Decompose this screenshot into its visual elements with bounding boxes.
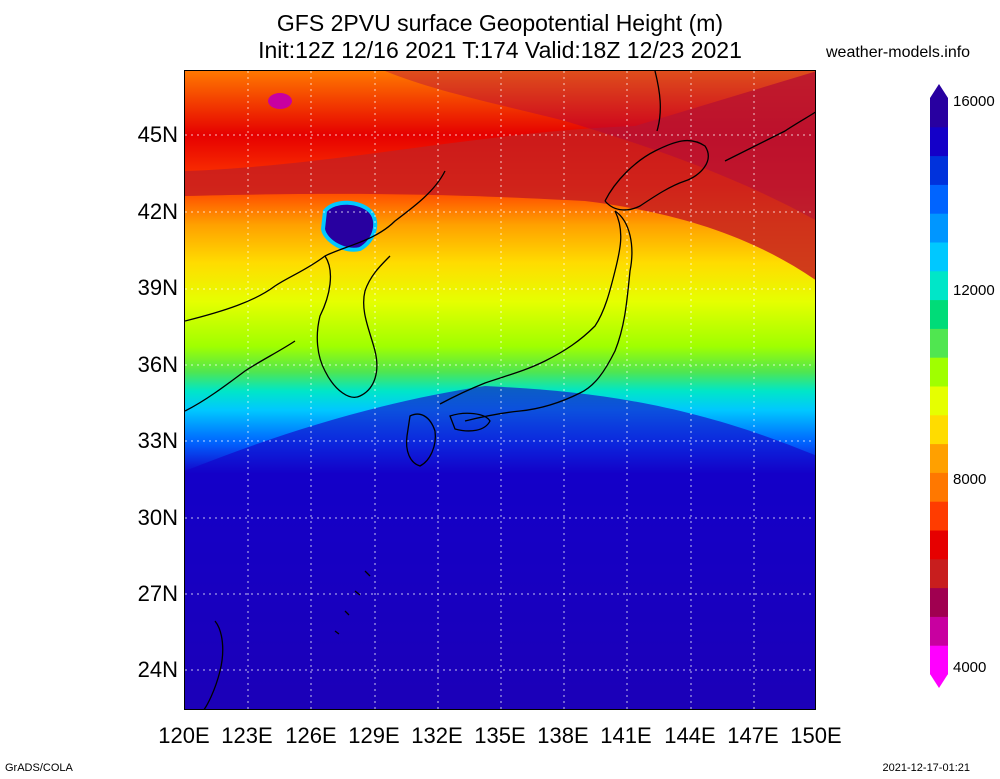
colorbar-swatch [930,357,948,387]
lat-label: 33N [137,428,178,453]
site-label: weather-models.info [826,44,971,61]
colorbar-swatch [930,242,948,272]
colorbar-swatch [930,645,948,675]
lon-label: 141E [600,723,652,748]
colorbar-swatch [930,616,948,646]
colorbar [930,84,948,688]
colorbar-swatch [930,414,948,445]
lat-label: 30N [137,505,178,530]
colorbar-swatch [930,530,948,560]
lat-label: 39N [137,275,178,300]
lat-label: 24N [137,657,178,682]
colorbar-swatch [930,126,948,157]
lon-label: 126E [285,723,337,748]
lon-label: 120E [158,723,210,748]
lon-label: 144E [664,723,716,748]
lon-label: 147E [727,723,779,748]
colorbar-swatch [930,386,948,416]
lon-label: 123E [221,723,273,748]
lat-label: 36N [137,352,178,377]
colorbar-swatch [930,501,948,531]
colorbar-min-arrow [930,674,948,688]
colorbar-swatch [930,270,948,301]
colorbar-swatch [930,213,948,243]
colorbar-swatch [930,587,948,617]
colorbar-swatch [930,184,948,214]
colorbar-max-arrow [930,84,948,98]
lat-label: 42N [137,199,178,224]
field-canvas [185,71,815,709]
colorbar-swatch [930,98,948,128]
colorbar-label: 4000 [953,659,987,676]
colorbar-swatch [930,299,948,329]
lon-label: 150E [790,723,842,748]
lon-label: 135E [474,723,526,748]
lon-label: 132E [411,723,463,748]
chart-title: GFS 2PVU surface Geopotential Height (m) [276,10,724,36]
colorbar-swatch [930,155,948,185]
colorbar-swatch [930,472,948,502]
lat-label: 27N [137,581,178,606]
lon-label: 138E [537,723,589,748]
colorbar-swatch [930,558,948,589]
map-panel [184,70,816,710]
colorbar-label: 8000 [953,471,987,488]
colorbar-label: 12000 [953,282,995,299]
colorbar-swatch [930,328,948,358]
lat-label: 45N [137,122,178,147]
chart-subtitle: Init:12Z 12/16 2021 T:174 Valid:18Z 12/2… [258,37,742,63]
colorbar-label: 16000 [953,93,995,110]
colorbar-swatch [930,443,948,473]
lon-label: 129E [348,723,400,748]
footer-left: GrADS/COLA [5,762,73,774]
footer-right: 2021-12-17-01:21 [882,762,970,774]
